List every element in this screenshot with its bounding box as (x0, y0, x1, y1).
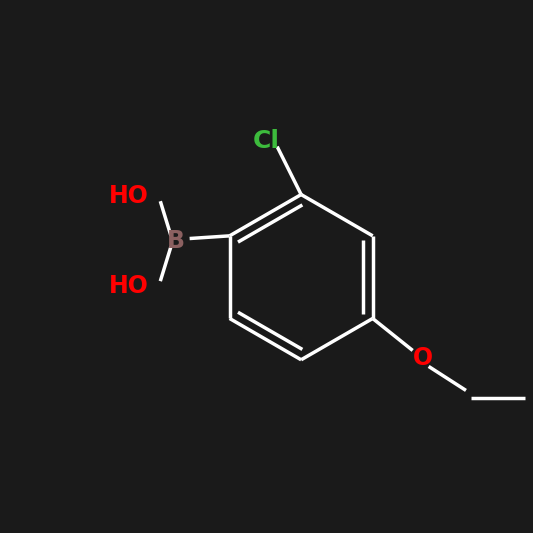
Text: B: B (167, 229, 185, 253)
Text: O: O (413, 346, 433, 370)
Text: HO: HO (108, 184, 148, 208)
Text: HO: HO (108, 274, 148, 298)
Text: Cl: Cl (253, 129, 280, 154)
